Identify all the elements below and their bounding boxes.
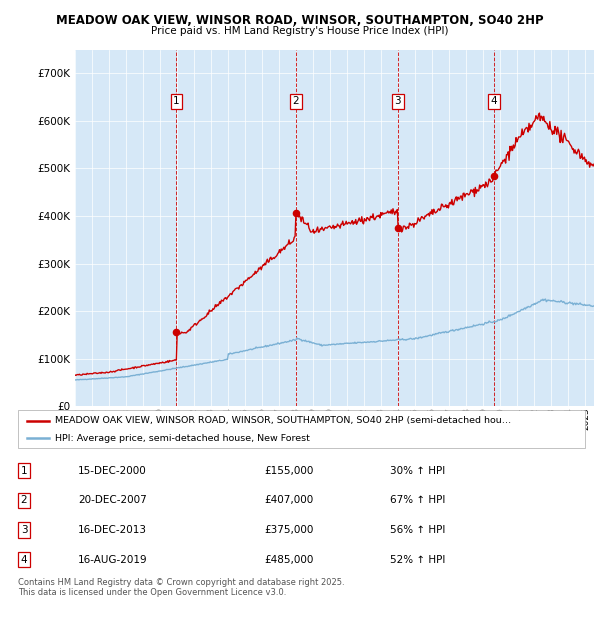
Text: 16-DEC-2013: 16-DEC-2013 [78,525,147,535]
Text: £155,000: £155,000 [264,466,313,476]
Text: 15-DEC-2000: 15-DEC-2000 [78,466,147,476]
Text: 4: 4 [20,555,28,565]
Text: MEADOW OAK VIEW, WINSOR ROAD, WINSOR, SOUTHAMPTON, SO40 2HP (semi-detached hou…: MEADOW OAK VIEW, WINSOR ROAD, WINSOR, SO… [55,417,511,425]
Text: £485,000: £485,000 [264,555,313,565]
FancyBboxPatch shape [18,410,585,448]
Point [291,208,301,218]
Point [172,327,181,337]
Text: 1: 1 [20,466,28,476]
Text: 20-DEC-2007: 20-DEC-2007 [78,495,147,505]
Point [393,223,403,233]
Text: 16-AUG-2019: 16-AUG-2019 [78,555,148,565]
Text: 67% ↑ HPI: 67% ↑ HPI [390,495,445,505]
Text: 2: 2 [20,495,28,505]
Text: 56% ↑ HPI: 56% ↑ HPI [390,525,445,535]
Text: 1: 1 [173,96,180,106]
Text: 2: 2 [292,96,299,106]
Text: 3: 3 [20,525,28,535]
Point [489,170,499,180]
Text: 4: 4 [491,96,497,106]
Text: Price paid vs. HM Land Registry's House Price Index (HPI): Price paid vs. HM Land Registry's House … [151,26,449,36]
Text: 52% ↑ HPI: 52% ↑ HPI [390,555,445,565]
Text: £375,000: £375,000 [264,525,313,535]
Text: Contains HM Land Registry data © Crown copyright and database right 2025.
This d: Contains HM Land Registry data © Crown c… [18,578,344,597]
Text: MEADOW OAK VIEW, WINSOR ROAD, WINSOR, SOUTHAMPTON, SO40 2HP: MEADOW OAK VIEW, WINSOR ROAD, WINSOR, SO… [56,14,544,27]
Text: 30% ↑ HPI: 30% ↑ HPI [390,466,445,476]
Text: HPI: Average price, semi-detached house, New Forest: HPI: Average price, semi-detached house,… [55,434,310,443]
Text: £407,000: £407,000 [264,495,313,505]
Text: 3: 3 [394,96,401,106]
